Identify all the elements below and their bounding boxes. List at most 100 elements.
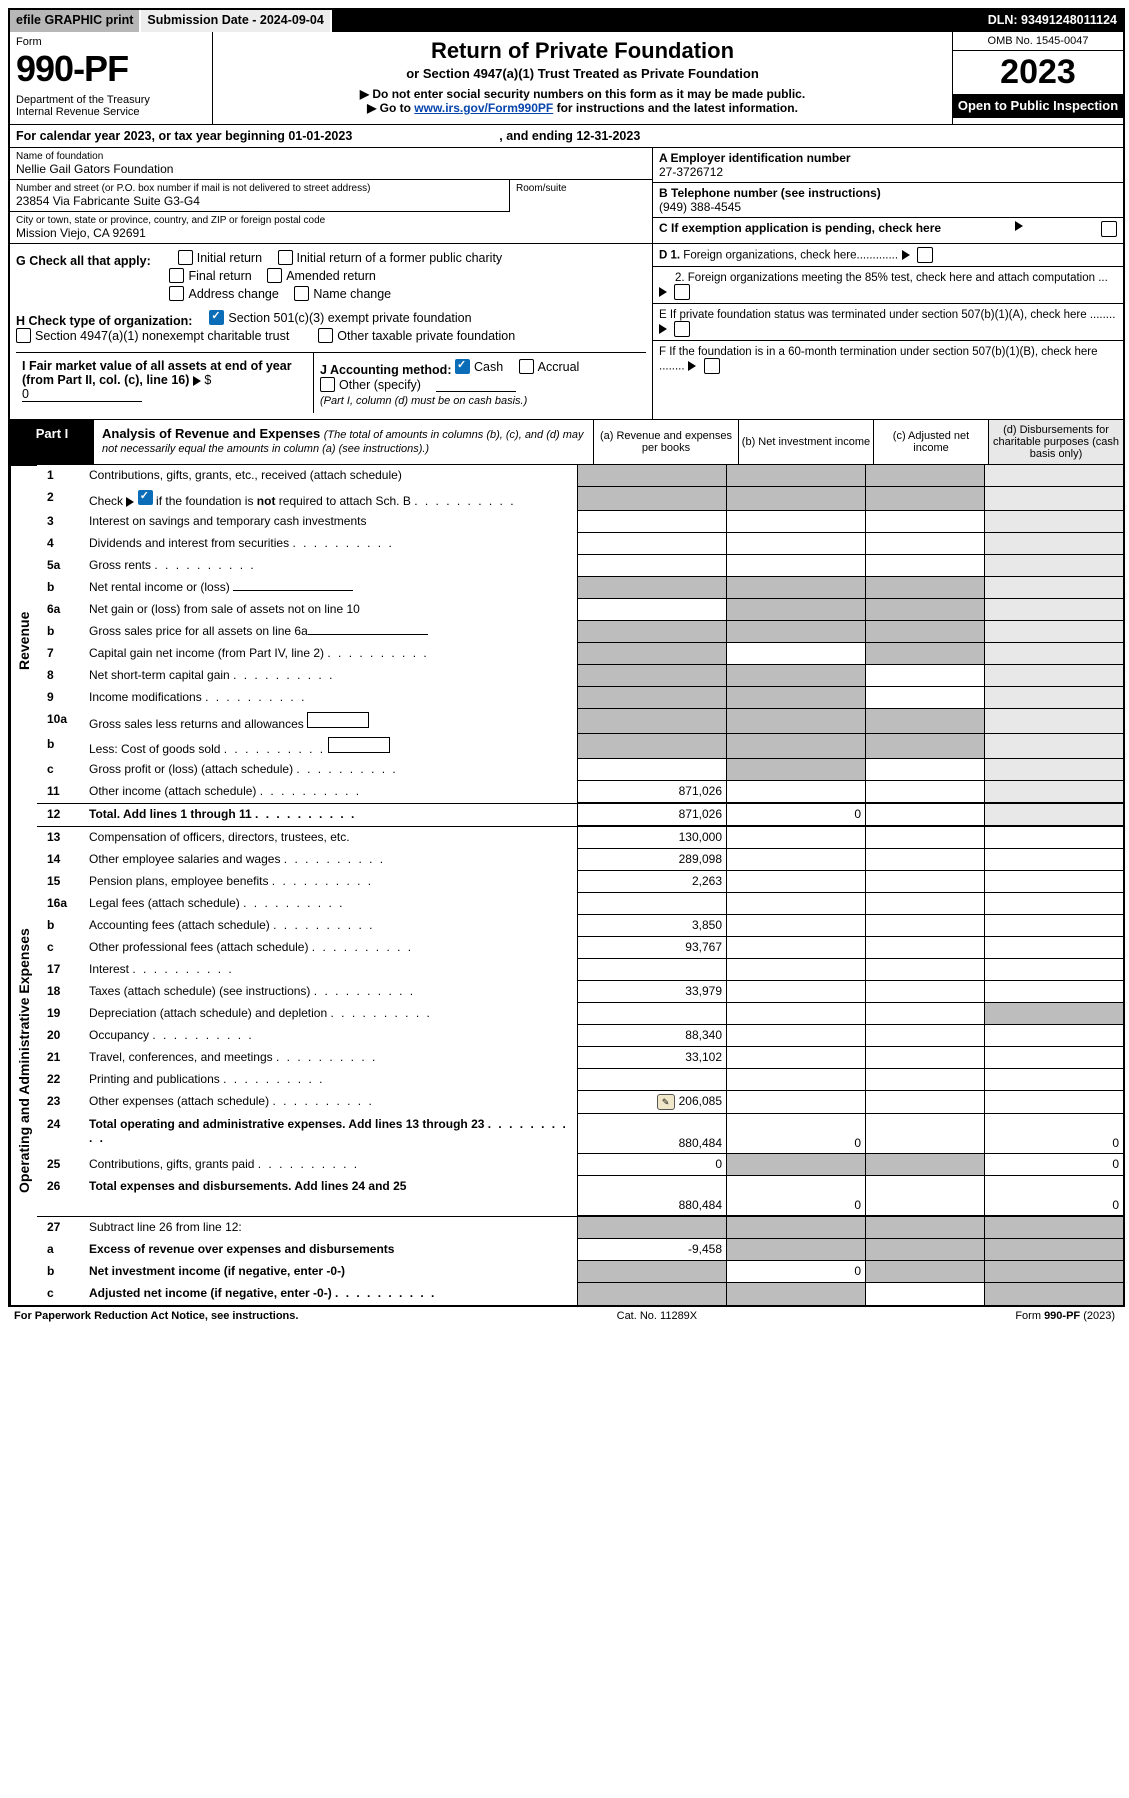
table-body: 1Contributions, gifts, grants, etc., rec… bbox=[37, 465, 1123, 1305]
r24-b: 0 bbox=[726, 1114, 865, 1154]
table-row: bNet investment income (if negative, ent… bbox=[37, 1261, 1123, 1283]
checkbox-cash[interactable] bbox=[455, 359, 470, 374]
arrow-icon bbox=[193, 376, 201, 386]
table-row: bGross sales price for all assets on lin… bbox=[37, 621, 1123, 643]
form-header: Form 990-PF Department of the Treasury I… bbox=[10, 32, 1123, 125]
table-row: bNet rental income or (loss) bbox=[37, 577, 1123, 599]
table-row: aExcess of revenue over expenses and dis… bbox=[37, 1239, 1123, 1261]
col-c-header: (c) Adjusted net income bbox=[873, 420, 988, 464]
street-cell: Number and street (or P.O. box number if… bbox=[10, 180, 510, 212]
footer-left: For Paperwork Reduction Act Notice, see … bbox=[14, 1310, 298, 1322]
table-row: 13Compensation of officers, directors, t… bbox=[37, 826, 1123, 849]
table-row: cOther professional fees (attach schedul… bbox=[37, 937, 1123, 959]
checkbox-sch-b[interactable] bbox=[138, 490, 153, 505]
ghij-right: D 1. D 1. Foreign organizations, check h… bbox=[652, 244, 1123, 419]
table-row: cAdjusted net income (if negative, enter… bbox=[37, 1283, 1123, 1305]
table-row: 4Dividends and interest from securities bbox=[37, 533, 1123, 555]
table-row: 7Capital gain net income (from Part IV, … bbox=[37, 643, 1123, 665]
r24-a: 880,484 bbox=[577, 1114, 726, 1154]
form-label: Form bbox=[16, 36, 206, 48]
checkbox-other-method[interactable] bbox=[320, 377, 335, 392]
r25-a: 0 bbox=[577, 1154, 726, 1176]
g-row: G Check all that apply: Initial return I… bbox=[16, 250, 646, 304]
street-address: 23854 Via Fabricante Suite G3-G4 bbox=[16, 194, 200, 208]
info-left: Name of foundation Nellie Gail Gators Fo… bbox=[10, 148, 652, 243]
r18-a: 33,979 bbox=[577, 981, 726, 1003]
form-title: Return of Private Foundation bbox=[221, 38, 944, 64]
col-a-header: (a) Revenue and expenses per books bbox=[593, 420, 738, 464]
c-cell: C If exemption application is pending, c… bbox=[653, 218, 1123, 240]
ghij-section: G Check all that apply: Initial return I… bbox=[10, 244, 1123, 420]
r26-a: 880,484 bbox=[577, 1176, 726, 1216]
table-row: 19Depreciation (attach schedule) and dep… bbox=[37, 1003, 1123, 1025]
dln-label: DLN: 93491248011124 bbox=[982, 10, 1123, 32]
ein-cell: A Employer identification number 27-3726… bbox=[653, 148, 1123, 183]
column-headers: (a) Revenue and expenses per books (b) N… bbox=[593, 420, 1123, 464]
e-cell: E If private foundation status was termi… bbox=[653, 304, 1123, 341]
table-row: 21Travel, conferences, and meetings 33,1… bbox=[37, 1047, 1123, 1069]
table-row: 16aLegal fees (attach schedule) bbox=[37, 893, 1123, 915]
table-row: 9Income modifications bbox=[37, 687, 1123, 709]
table-row: 18Taxes (attach schedule) (see instructi… bbox=[37, 981, 1123, 1003]
checkbox-e[interactable] bbox=[674, 321, 690, 337]
table-row: bAccounting fees (attach schedule) 3,850 bbox=[37, 915, 1123, 937]
city-cell: City or town, state or province, country… bbox=[10, 212, 652, 243]
info-right: A Employer identification number 27-3726… bbox=[652, 148, 1123, 243]
checkbox-c[interactable] bbox=[1101, 221, 1117, 237]
phone-cell: B Telephone number (see instructions) (9… bbox=[653, 183, 1123, 218]
part1-title-cell: Analysis of Revenue and Expenses (The to… bbox=[94, 420, 593, 464]
arrow-icon bbox=[659, 287, 667, 297]
tax-year: 2023 bbox=[953, 51, 1123, 94]
r23-a: ✎206,085 bbox=[577, 1091, 726, 1114]
r26-d: 0 bbox=[984, 1176, 1123, 1216]
checkbox-other-taxable[interactable] bbox=[318, 328, 333, 343]
checkbox-initial-former[interactable] bbox=[278, 250, 293, 265]
r21-a: 33,102 bbox=[577, 1047, 726, 1069]
table-row: 17Interest bbox=[37, 959, 1123, 981]
checkbox-d1[interactable] bbox=[917, 247, 933, 263]
table-row: 10aGross sales less returns and allowanc… bbox=[37, 709, 1123, 734]
arrow-icon bbox=[902, 250, 910, 260]
r16b-a: 3,850 bbox=[577, 915, 726, 937]
table-row: 20Occupancy 88,340 bbox=[37, 1025, 1123, 1047]
checkbox-final-return[interactable] bbox=[169, 268, 184, 283]
d2-cell: 2. Foreign organizations meeting the 85%… bbox=[653, 267, 1123, 304]
submission-date: Submission Date - 2024-09-04 bbox=[141, 10, 331, 32]
header-left: Form 990-PF Department of the Treasury I… bbox=[10, 32, 213, 124]
table-row: 15Pension plans, employee benefits 2,263 bbox=[37, 871, 1123, 893]
checkbox-initial-return[interactable] bbox=[178, 250, 193, 265]
top-bar: efile GRAPHIC print Submission Date - 20… bbox=[10, 10, 1123, 32]
checkbox-f[interactable] bbox=[704, 358, 720, 374]
d1-cell: D 1. D 1. Foreign organizations, check h… bbox=[653, 244, 1123, 267]
table-row: 22Printing and publications bbox=[37, 1069, 1123, 1091]
table-row: 2Check if the foundation is not required… bbox=[37, 487, 1123, 511]
form-number: 990-PF bbox=[16, 48, 206, 90]
table-row: 24Total operating and administrative exp… bbox=[37, 1114, 1123, 1154]
table-row: 12Total. Add lines 1 through 11 871,0260 bbox=[37, 803, 1123, 826]
checkbox-4947[interactable] bbox=[16, 328, 31, 343]
r24-d: 0 bbox=[984, 1114, 1123, 1154]
r25-d: 0 bbox=[984, 1154, 1123, 1176]
form-container: efile GRAPHIC print Submission Date - 20… bbox=[8, 8, 1125, 1307]
checkbox-accrual[interactable] bbox=[519, 359, 534, 374]
part1-header: Part I Analysis of Revenue and Expenses … bbox=[10, 420, 1123, 465]
header-center: Return of Private Foundation or Section … bbox=[213, 32, 952, 124]
arrow-icon bbox=[659, 324, 667, 334]
r11-a: 871,026 bbox=[577, 781, 726, 803]
checkbox-501c3[interactable] bbox=[209, 310, 224, 325]
room-cell: Room/suite bbox=[510, 180, 652, 212]
table-row: 11Other income (attach schedule) 871,026 bbox=[37, 781, 1123, 803]
dept-label: Department of the Treasury Internal Reve… bbox=[16, 94, 206, 118]
info-grid: Name of foundation Nellie Gail Gators Fo… bbox=[10, 148, 1123, 244]
h-row: H Check type of organization: Section 50… bbox=[16, 310, 646, 346]
efile-label: efile GRAPHIC print bbox=[10, 10, 141, 32]
checkbox-address-change[interactable] bbox=[169, 286, 184, 301]
table-row: 3Interest on savings and temporary cash … bbox=[37, 511, 1123, 533]
checkbox-d2[interactable] bbox=[674, 284, 690, 300]
checkbox-amended-return[interactable] bbox=[267, 268, 282, 283]
form-subtitle: or Section 4947(a)(1) Trust Treated as P… bbox=[221, 66, 944, 81]
r26-b: 0 bbox=[726, 1176, 865, 1216]
attachment-icon[interactable]: ✎ bbox=[657, 1094, 675, 1110]
checkbox-name-change[interactable] bbox=[294, 286, 309, 301]
irs-link[interactable]: www.irs.gov/Form990PF bbox=[414, 101, 553, 115]
